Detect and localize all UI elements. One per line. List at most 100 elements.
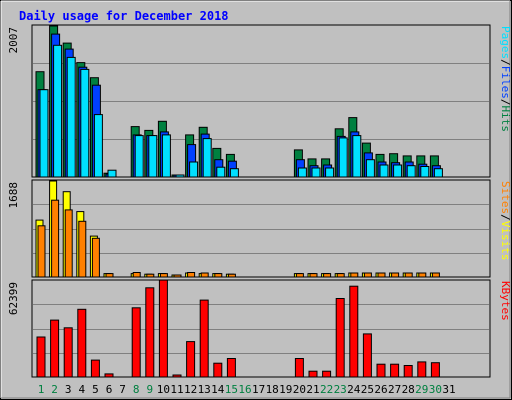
bar-pages-day-23 — [338, 137, 348, 178]
bar-sites-day-28 — [404, 272, 413, 278]
x-tick-label-day-25: 25 — [361, 383, 374, 396]
bar-sites-day-24 — [350, 272, 359, 278]
bar-sites-day-29 — [418, 272, 427, 278]
bar-pages-day-13 — [202, 138, 212, 178]
bar-sites-day-26 — [377, 272, 386, 278]
x-tick-label-day-18: 18 — [266, 383, 279, 396]
bar-pages-day-8 — [134, 135, 144, 178]
bar-kbytes-day-6 — [104, 373, 114, 378]
panel-3-max-label: 62399 — [7, 282, 20, 315]
panel-1-max-label: 2007 — [7, 27, 20, 54]
bar-kbytes-day-8 — [131, 307, 141, 378]
legend-entry-sites: Sites — [499, 181, 512, 214]
legend-entry-files: Files — [499, 66, 512, 99]
bar-sites-day-10 — [159, 273, 168, 278]
x-tick-label-day-9: 9 — [146, 383, 153, 396]
x-tick-label-day-13: 13 — [198, 383, 211, 396]
x-tick-label-day-15: 15 — [225, 383, 238, 396]
bar-pages-day-22 — [325, 167, 335, 178]
bar-pages-day-6 — [107, 169, 117, 178]
bar-kbytes-day-12 — [186, 341, 196, 378]
legend-entry-kbytes: KBytes — [499, 281, 512, 321]
x-tick-label-day-14: 14 — [211, 383, 225, 396]
bar-pages-day-11 — [175, 174, 185, 178]
bar-pages-day-4 — [80, 68, 90, 178]
legend-entry-separator: / — [499, 99, 512, 106]
x-tick-label-day-8: 8 — [133, 383, 140, 396]
x-tick-label-day-10: 10 — [157, 383, 170, 396]
x-tick-label-day-12: 12 — [184, 383, 197, 396]
x-tick-label-day-6: 6 — [106, 383, 113, 396]
x-axis-labels: 1 2 3 4 5 6 7 8 9 10 11 12 13 14 15 16 17 18 19 20 21 22 23 24 2… — [38, 383, 456, 396]
bar-pages-day-26 — [379, 164, 389, 178]
bar-pages-day-21 — [311, 167, 321, 178]
bar-kbytes-day-24 — [349, 285, 359, 378]
bar-sites-day-2 — [51, 199, 60, 278]
bar-sites-day-14 — [214, 273, 223, 278]
bar-sites-day-4 — [78, 220, 87, 278]
bar-kbytes-day-14 — [213, 362, 223, 378]
panel-2-plot-area — [31, 179, 491, 278]
bar-sites-day-1 — [37, 225, 46, 278]
bar-kbytes-day-2 — [50, 319, 60, 378]
bar-kbytes-day-11 — [172, 374, 182, 378]
panel-3-legend: KBytes — [499, 281, 512, 321]
chart-title: Daily usage for December 2018 — [19, 9, 229, 23]
bar-kbytes-day-10 — [158, 279, 168, 378]
bar-sites-day-20 — [295, 273, 304, 278]
bar-sites-day-6 — [105, 273, 114, 278]
bar-kbytes-day-3 — [63, 327, 73, 378]
x-tick-label-day-16: 16 — [238, 383, 251, 396]
bar-kbytes-day-15 — [226, 358, 236, 378]
bar-kbytes-day-4 — [77, 308, 87, 378]
bar-kbytes-day-28 — [403, 365, 413, 378]
bar-kbytes-day-21 — [308, 370, 318, 378]
bar-sites-day-27 — [391, 272, 400, 278]
x-tick-label-day-5: 5 — [92, 383, 99, 396]
x-tick-label-day-1: 1 — [38, 383, 45, 396]
bar-sites-day-22 — [323, 273, 332, 278]
bar-sites-day-12 — [187, 272, 196, 278]
bar-kbytes-day-5 — [90, 359, 100, 378]
legend-entry-separator: / — [499, 214, 512, 221]
bar-pages-day-9 — [148, 135, 158, 178]
bar-kbytes-day-22 — [322, 370, 332, 378]
x-tick-label-day-23: 23 — [334, 383, 347, 396]
x-tick-label-day-11: 11 — [170, 383, 183, 396]
bar-kbytes-day-25 — [362, 333, 372, 378]
x-tick-label-day-3: 3 — [65, 383, 72, 396]
bar-pages-day-1 — [39, 89, 49, 178]
bar-sites-day-21 — [309, 273, 318, 278]
bar-pages-day-29 — [420, 166, 430, 178]
bar-pages-day-30 — [433, 168, 443, 178]
bar-pages-day-20 — [297, 167, 307, 178]
bar-kbytes-day-26 — [376, 363, 386, 378]
bar-pages-day-24 — [352, 135, 362, 178]
bar-kbytes-day-1 — [36, 336, 46, 378]
x-tick-label-day-27: 27 — [388, 383, 401, 396]
bar-kbytes-day-30 — [430, 362, 440, 378]
bar-pages-day-15 — [229, 168, 239, 178]
bar-sites-day-30 — [431, 272, 440, 278]
bar-kbytes-day-29 — [417, 361, 427, 378]
bar-pages-day-28 — [406, 165, 416, 178]
panel-2: 1688 Sites/Visits — [7, 179, 512, 278]
panel-3-plot-area — [31, 279, 491, 378]
bar-sites-day-23 — [336, 273, 345, 278]
bar-sites-day-13 — [200, 272, 209, 278]
bar-kbytes-day-20 — [294, 358, 304, 378]
x-tick-label-day-19: 19 — [279, 383, 292, 396]
bar-sites-day-15 — [227, 273, 236, 278]
bar-kbytes-day-27 — [390, 363, 400, 378]
bar-pages-day-10 — [161, 134, 171, 178]
x-tick-label-day-30: 30 — [429, 383, 442, 396]
x-tick-label-day-21: 21 — [306, 383, 319, 396]
x-tick-label-day-22: 22 — [320, 383, 333, 396]
bar-sites-day-3 — [64, 209, 73, 278]
bar-sites-day-25 — [363, 272, 372, 278]
x-tick-label-day-31: 31 — [442, 383, 455, 396]
bar-kbytes-day-9 — [145, 287, 155, 378]
panel-1: 2007 Pages/Files/Hits — [7, 24, 512, 178]
bar-kbytes-day-13 — [199, 299, 209, 378]
